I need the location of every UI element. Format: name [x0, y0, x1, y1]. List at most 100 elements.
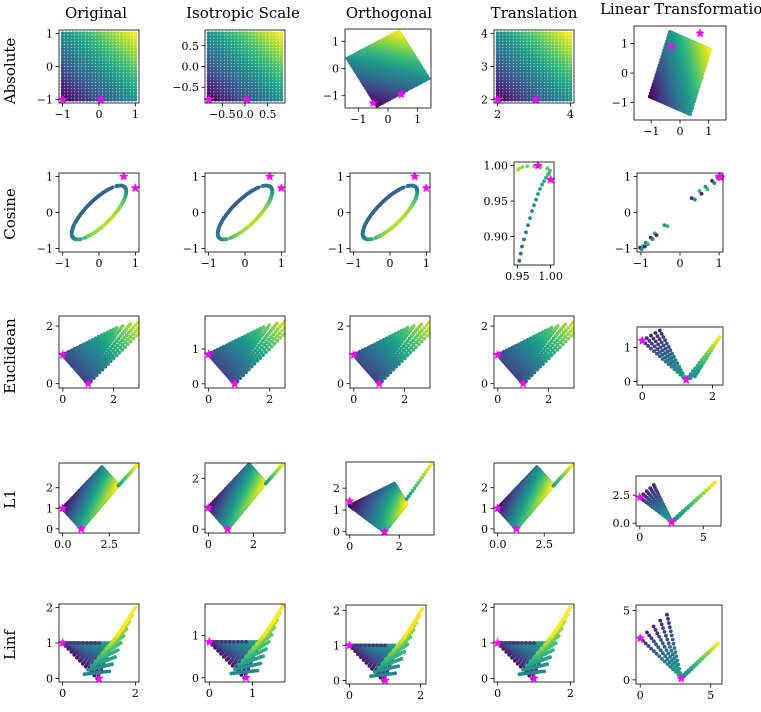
data-point [262, 63, 266, 67]
data-point [74, 97, 79, 102]
x-tick-label: 0 [59, 393, 66, 406]
data-point [411, 338, 415, 343]
data-point [506, 47, 510, 51]
y-tick-label: 0.90 [484, 231, 509, 244]
data-point [551, 94, 555, 99]
data-point [81, 88, 86, 93]
data-point [74, 69, 79, 74]
data-point [112, 63, 117, 67]
data-point [231, 56, 235, 61]
data-point [210, 94, 215, 99]
data-point [119, 69, 124, 74]
data-point [244, 59, 249, 64]
data-point [244, 56, 249, 61]
data-point [98, 85, 103, 89]
data-point [537, 40, 542, 45]
data-point [105, 53, 110, 58]
data-point [568, 31, 573, 36]
data-point [102, 85, 107, 89]
data-point [558, 91, 562, 96]
data-point [369, 237, 374, 242]
data-point [64, 78, 68, 83]
data-point [516, 69, 521, 74]
data-point [551, 34, 555, 39]
data-point [537, 66, 542, 70]
axes-frame [349, 172, 431, 253]
data-point [88, 47, 93, 51]
column-title-translation: Translation [491, 4, 578, 22]
data-point [258, 75, 263, 80]
data-point [133, 329, 138, 334]
data-point [217, 40, 221, 45]
data-point [269, 34, 273, 39]
data-point [60, 82, 65, 86]
data-point [213, 44, 218, 48]
data-point [537, 44, 542, 48]
data-point [561, 40, 566, 45]
data-point [141, 322, 145, 326]
data-point [495, 82, 500, 86]
data-point [540, 47, 545, 51]
x-tick-label: 1 [705, 125, 712, 138]
data-point [130, 91, 134, 96]
points-absolute-linear [647, 30, 713, 116]
data-point [533, 56, 538, 61]
data-point [109, 97, 113, 102]
data-point [71, 75, 75, 80]
data-point [551, 40, 555, 45]
data-point [206, 40, 211, 45]
data-point [119, 37, 124, 42]
data-point [71, 63, 75, 67]
data-point [227, 94, 232, 99]
data-point [71, 44, 75, 48]
data-point [540, 75, 545, 80]
data-point [558, 97, 562, 102]
data-point [269, 40, 273, 45]
data-point [67, 72, 72, 77]
data-point [81, 50, 86, 55]
data-point [81, 44, 86, 48]
data-point [109, 69, 113, 74]
data-point [224, 59, 228, 64]
anchor-star-marker [545, 174, 556, 184]
data-point [74, 88, 79, 93]
data-point [499, 63, 503, 67]
data-point [544, 56, 548, 61]
anchor-star-marker [276, 183, 287, 193]
data-point [220, 94, 225, 99]
data-point [81, 85, 86, 89]
data-point [561, 94, 566, 99]
data-point [272, 91, 277, 96]
y-tick-label: 1 [337, 171, 344, 184]
data-point [85, 59, 89, 64]
data-point [558, 40, 562, 45]
data-point [213, 63, 218, 67]
data-point [88, 53, 93, 58]
panel-euclidean-orthogonal: 0 202 [337, 315, 431, 406]
data-point [544, 75, 548, 80]
data-point [237, 40, 242, 45]
y-tick-label: −1 [37, 94, 53, 107]
data-point [520, 53, 524, 58]
data-point [210, 53, 215, 58]
data-point [220, 37, 225, 42]
data-point [530, 63, 535, 67]
data-point [64, 40, 68, 45]
data-point [105, 359, 110, 363]
data-point [231, 85, 235, 89]
data-point [88, 85, 93, 89]
data-point [558, 69, 562, 74]
data-point [224, 31, 228, 36]
data-point [523, 59, 528, 64]
data-point [71, 40, 75, 45]
data-point [210, 82, 215, 86]
data-point [509, 78, 514, 83]
data-point [105, 59, 110, 64]
data-point [224, 78, 228, 83]
data-point [272, 82, 277, 86]
data-point [258, 63, 263, 67]
data-point [123, 53, 127, 58]
data-point [568, 88, 573, 93]
data-point [91, 31, 96, 36]
data-point [109, 88, 113, 93]
